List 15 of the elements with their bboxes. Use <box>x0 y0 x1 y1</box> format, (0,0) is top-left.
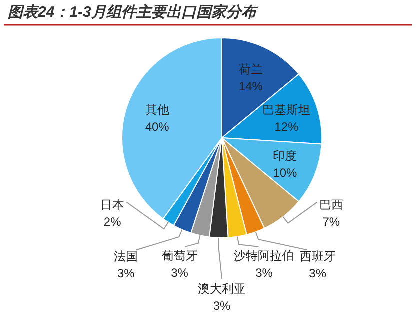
slice-label: 日本 <box>100 198 125 212</box>
data-label: 2% <box>104 214 122 229</box>
slice-label: 西班牙 <box>300 250 336 264</box>
data-label: 3% <box>118 266 136 281</box>
slice-label: 巴西 <box>319 198 344 212</box>
slice-label: 葡萄牙 <box>162 249 198 264</box>
data-label: 3% <box>256 266 274 280</box>
slice-label: 法国 <box>114 250 138 264</box>
data-label: 7% <box>322 214 340 229</box>
chart-title: 图表24：1-3月组件主要出口国家分布 <box>8 3 260 21</box>
data-label: 3% <box>171 266 189 280</box>
slice-label: 沙特阿拉伯 <box>234 249 294 264</box>
data-label: 3% <box>213 299 231 313</box>
slice-label: 澳大利亚 <box>198 282 246 296</box>
data-label: 3% <box>309 266 327 281</box>
